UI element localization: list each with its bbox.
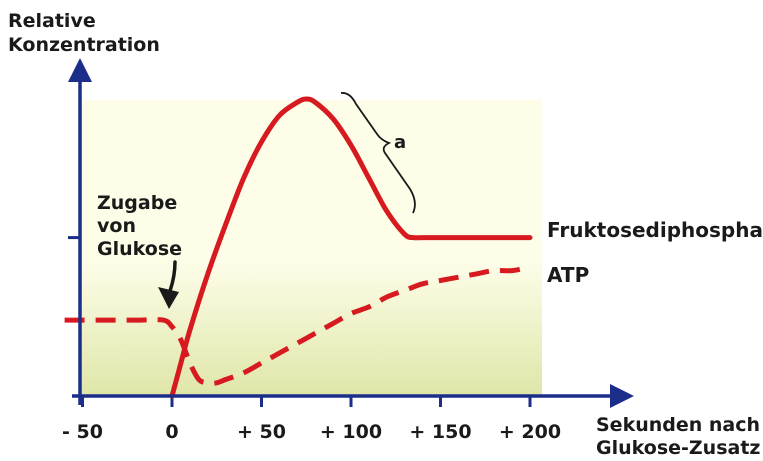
- x-tick-label-3: + 100: [320, 421, 382, 443]
- x-axis-label-line-2: Glukose-Zusatz: [596, 437, 760, 459]
- x-tick-label-5: + 200: [499, 421, 561, 443]
- x-tick-labels: - 50 0 + 50 + 100 + 150 + 200: [62, 421, 561, 443]
- annotation-line-2: von: [97, 215, 136, 237]
- x-tick-label-0: - 50: [62, 421, 103, 443]
- atp-label: ATP: [547, 263, 589, 287]
- x-tick-label-1: 0: [165, 421, 178, 443]
- y-axis-arrowhead: [68, 58, 92, 82]
- y-axis-label-line-2: Konzentration: [8, 34, 160, 56]
- x-axis-label-line-1: Sekunden nach: [596, 414, 760, 436]
- x-axis-arrowhead: [610, 384, 634, 408]
- annotation-line-3: Glukose: [97, 238, 182, 260]
- brace-a: [340, 92, 416, 214]
- plot-background: [80, 100, 542, 396]
- annotation-arrowhead: [158, 287, 179, 309]
- x-tick-label-2: + 50: [237, 421, 286, 443]
- y-axis-label-line-1: Relative: [8, 10, 96, 32]
- x-tick-label-4: + 150: [409, 421, 471, 443]
- annotation-line-1: Zugabe: [97, 192, 177, 214]
- atp-line: [64, 264, 531, 386]
- annotation-arrow: [168, 260, 177, 293]
- fruktosediphosphat-line: [169, 96, 533, 399]
- brace-label: a: [394, 132, 406, 153]
- fruktosediphosphat-label: Fruktosediphosphat: [547, 218, 763, 242]
